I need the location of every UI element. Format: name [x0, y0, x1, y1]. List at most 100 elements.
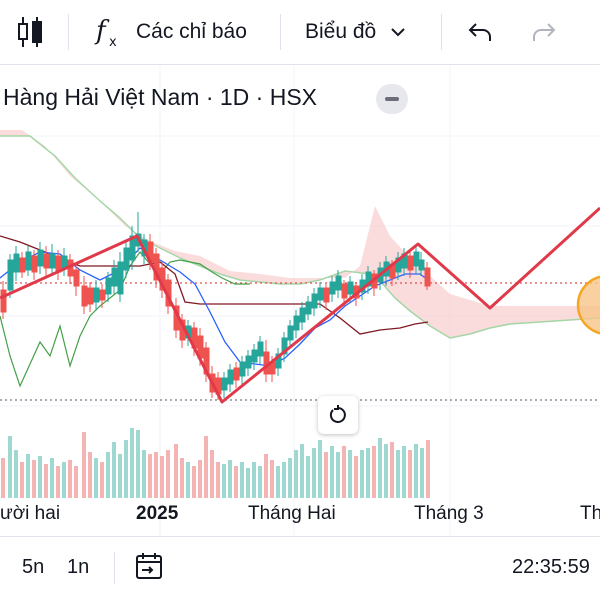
chart-type-dropdown[interactable]: Biểu đồ	[305, 0, 406, 64]
candle	[37, 242, 44, 274]
volume-bar	[336, 452, 340, 498]
volume-bar	[68, 460, 72, 498]
ichimoku-cloud	[0, 130, 600, 338]
volume-bar	[44, 464, 48, 498]
minus-icon	[385, 97, 399, 101]
collapse-legend-button[interactable]	[376, 84, 408, 114]
candle	[299, 302, 306, 330]
candle	[257, 336, 264, 364]
volume-bar	[288, 458, 292, 498]
volume-bar	[136, 430, 140, 498]
toolbar-separator	[280, 14, 281, 50]
volume-bar	[342, 446, 346, 498]
volume-bar	[312, 448, 316, 498]
volume-bar	[82, 432, 86, 498]
volume-bar	[88, 452, 92, 498]
volume-bar	[118, 454, 122, 498]
volume-bar	[240, 462, 244, 498]
redo-button[interactable]	[530, 0, 558, 64]
candlestick-icon	[18, 17, 42, 47]
range-1y-button[interactable]: 1n	[67, 556, 90, 578]
volume-bar	[216, 462, 220, 498]
time-axis-label: 2025	[136, 503, 179, 524]
volume-bar	[180, 458, 184, 498]
indicators-button[interactable]: f x Các chỉ báo	[94, 0, 247, 64]
volume-bar	[154, 452, 158, 498]
volume-bar	[38, 456, 42, 498]
volume-bar	[390, 442, 394, 498]
bottom-toolbar	[0, 536, 600, 601]
volume-bar	[56, 466, 60, 498]
volume-bar	[252, 462, 256, 498]
candle	[99, 284, 106, 308]
volume-bar	[414, 444, 418, 498]
candle	[341, 280, 348, 306]
symbol-title[interactable]: Hàng Hải Việt Nam · 1D · HSX	[3, 84, 318, 110]
redo-icon	[533, 23, 556, 41]
candle-style-button[interactable]	[16, 0, 44, 64]
svg-text:x: x	[109, 35, 117, 50]
chart-canvas[interactable]	[0, 66, 600, 536]
candle	[287, 320, 294, 348]
volume-bar	[426, 440, 430, 498]
candle	[19, 252, 26, 278]
volume-bar	[14, 450, 18, 498]
candle	[305, 296, 312, 320]
go-to-date-button[interactable]	[134, 551, 164, 586]
volume-bar	[124, 440, 128, 498]
candle	[227, 364, 234, 392]
candle	[135, 212, 142, 252]
candle	[317, 282, 324, 308]
time-axis-label: Th	[580, 503, 600, 524]
candle	[263, 340, 270, 382]
candle	[129, 226, 136, 270]
undo-button[interactable]	[466, 0, 494, 64]
candle	[123, 240, 130, 278]
candle	[233, 362, 240, 388]
candle	[7, 254, 14, 298]
candle	[73, 262, 80, 296]
time-axis-label: Tháng 3	[414, 503, 484, 524]
volume-bar	[8, 436, 12, 498]
candle	[221, 372, 228, 398]
reset-chart-button[interactable]	[318, 396, 358, 434]
candle	[251, 344, 258, 370]
time-axis-label: ười hai	[0, 503, 61, 524]
candle	[371, 270, 378, 296]
candle	[87, 282, 94, 312]
volume-bar	[20, 462, 24, 498]
volume-bar	[106, 452, 110, 498]
candle	[418, 252, 425, 276]
volume-bar	[306, 456, 310, 498]
volume-bar	[198, 460, 202, 498]
senkou-span-b-line	[0, 135, 600, 339]
candle	[81, 276, 88, 314]
clock-display: 22:35:59	[512, 556, 590, 578]
volume-bar	[360, 450, 364, 498]
volume-bar	[420, 448, 424, 498]
candle	[13, 246, 20, 281]
candle	[93, 280, 100, 310]
candle	[365, 266, 372, 294]
candle	[0, 281, 7, 319]
volume-bar	[204, 436, 208, 498]
toolbar-separator	[68, 14, 69, 50]
volume-bar	[50, 458, 54, 498]
volume-bar	[396, 450, 400, 498]
volume-bar	[354, 456, 358, 498]
candle	[43, 246, 50, 278]
candle	[407, 252, 414, 278]
indicators-label: Các chỉ báo	[136, 20, 247, 43]
candle	[111, 260, 118, 294]
candle	[25, 246, 32, 276]
top-toolbar: f x Các chỉ báo Biểu đồ	[0, 0, 600, 65]
volume-bar	[130, 428, 134, 498]
volume-bar	[148, 454, 152, 498]
candle	[335, 270, 342, 298]
range-5d-button[interactable]: 5n	[22, 556, 45, 578]
volume-bar	[372, 446, 376, 498]
chevron-down-icon	[391, 28, 405, 37]
candle	[293, 310, 300, 338]
volume-bar	[210, 450, 214, 498]
volume-bar	[100, 462, 104, 498]
